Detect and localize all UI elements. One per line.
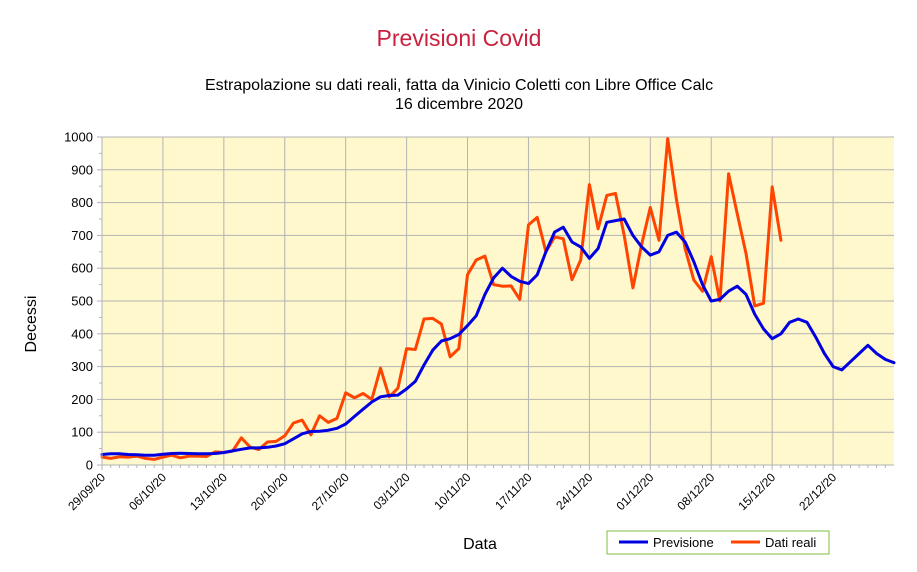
y-tick-label: 600	[71, 261, 93, 276]
chart-subtitle-line-2: 16 dicembre 2020	[395, 96, 523, 113]
series-line-previsione	[100, 217, 896, 457]
x-axis-ticks: 29/09/20 06/10/20 13/10/20 20/10/20 27/10/20…	[65, 465, 886, 513]
y-tick-label: 300	[71, 359, 93, 374]
x-tick-label: 01/12/20	[613, 470, 656, 513]
x-tick-label: 03/11/20	[370, 470, 413, 513]
series-line-dati-reali	[100, 137, 783, 461]
series-lines	[100, 137, 896, 461]
y-tick-label: 900	[71, 162, 93, 177]
x-tick-label: 10/11/20	[431, 470, 474, 513]
x-tick-label: 24/11/20	[553, 470, 596, 513]
y-tick-label: 0	[86, 458, 93, 473]
x-tick-label: 29/09/20	[65, 470, 108, 513]
y-axis-ticks: 0 100 200 300 400 500 600 700 800 900 1000	[64, 130, 102, 473]
x-tick-label: 15/12/20	[735, 470, 778, 513]
chart-title: Previsioni Covid	[377, 25, 542, 51]
y-tick-label: 700	[71, 228, 93, 243]
y-tick-label: 100	[71, 425, 93, 440]
x-tick-label: 22/12/20	[796, 470, 839, 513]
y-axis-title: Decessi	[23, 296, 40, 353]
x-tick-label: 06/10/20	[126, 470, 169, 513]
y-tick-label: 400	[71, 326, 93, 341]
chart-subtitle-line-1: Estrapolazione su dati reali, fatta da V…	[205, 77, 713, 94]
y-tick-label: 800	[71, 195, 93, 210]
x-tick-label: 17/11/20	[492, 470, 535, 513]
legend-label-dati-reali: Dati reali	[765, 535, 816, 550]
legend: Previsione Dati reali	[606, 530, 830, 555]
y-tick-label: 200	[71, 392, 93, 407]
x-tick-label: 27/10/20	[309, 470, 352, 513]
x-tick-label: 20/10/20	[248, 470, 291, 513]
x-tick-label: 08/12/20	[674, 470, 717, 513]
grid-lines	[102, 136, 894, 465]
x-tick-label: 13/10/20	[187, 470, 230, 513]
legend-label-previsione: Previsione	[653, 535, 714, 550]
y-tick-label: 500	[71, 294, 93, 309]
x-axis-title: Data	[463, 536, 497, 553]
y-tick-label: 1000	[64, 130, 93, 145]
legend-box	[606, 530, 830, 555]
